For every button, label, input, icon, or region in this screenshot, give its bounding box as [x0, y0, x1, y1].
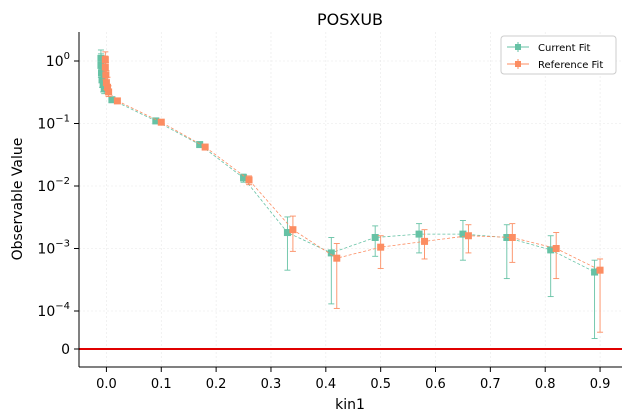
x-axis-label: kin1	[335, 397, 365, 413]
data-point	[591, 268, 599, 276]
y-axis-ticks: 100 10−1 10−2 10−3 10−4 0	[37, 51, 79, 358]
x-tick-label: 0.0	[96, 377, 117, 392]
data-point	[152, 117, 160, 125]
legend-item-current-fit: Current Fit	[507, 42, 591, 54]
data-point	[415, 230, 423, 238]
axes-spines	[78, 32, 622, 368]
data-point	[105, 88, 113, 96]
series-current-fit	[97, 49, 599, 339]
data-point	[289, 226, 297, 234]
data-point	[464, 232, 472, 240]
legend-item-reference-fit: Reference Fit	[507, 59, 603, 71]
series-layer	[97, 49, 604, 339]
x-tick-label: 0.3	[261, 377, 282, 392]
data-point	[547, 246, 555, 254]
y-axis-label: Observable Value	[10, 138, 26, 261]
y-tick-label: 0	[61, 342, 70, 358]
y-tick-label: 100	[46, 51, 70, 70]
data-point	[283, 229, 291, 237]
data-point	[333, 254, 341, 262]
data-point	[459, 230, 467, 238]
y-tick-label: 10−3	[37, 239, 70, 258]
x-tick-label: 0.9	[590, 377, 611, 392]
grid	[79, 32, 622, 367]
x-tick-label: 0.8	[535, 377, 556, 392]
data-point	[421, 237, 429, 245]
data-point	[240, 174, 248, 182]
data-point	[596, 266, 604, 274]
data-point	[113, 97, 121, 105]
y-tick-label: 10−2	[37, 176, 70, 195]
series-reference-fit	[101, 51, 604, 333]
legend-marker-current-fit	[515, 44, 521, 50]
series-line	[100, 58, 595, 273]
data-point	[97, 69, 105, 77]
x-tick-label: 0.5	[370, 377, 391, 392]
data-point	[245, 176, 253, 184]
chart-title: POSXUB	[317, 10, 383, 29]
data-point	[108, 96, 116, 104]
data-point	[196, 141, 204, 149]
data-point	[97, 61, 105, 69]
data-point	[102, 79, 110, 87]
data-point	[101, 63, 109, 71]
data-point	[98, 76, 106, 84]
x-tick-label: 0.1	[151, 377, 172, 392]
x-tick-label: 0.2	[206, 377, 227, 392]
legend-label-reference-fit: Reference Fit	[538, 60, 603, 71]
data-point	[102, 71, 110, 79]
series-line	[104, 59, 601, 271]
data-point	[377, 243, 385, 251]
x-tick-label: 0.4	[315, 377, 336, 392]
data-point	[552, 245, 560, 252]
data-point	[157, 118, 165, 126]
data-point	[104, 83, 112, 91]
y-tick-label: 10−1	[37, 114, 70, 133]
legend: Current Fit Reference Fit	[500, 35, 617, 75]
data-point	[508, 233, 516, 241]
data-point	[371, 233, 379, 241]
y-tick-label: 10−4	[37, 301, 70, 320]
data-point	[503, 233, 511, 241]
legend-frame	[500, 35, 617, 75]
x-axis-ticks: 0.0 0.1 0.2 0.3 0.4 0.5 0.6 0.7 0.8 0.9	[96, 367, 610, 392]
data-point	[327, 249, 335, 257]
x-tick-label: 0.7	[480, 377, 501, 392]
legend-label-current-fit: Current Fit	[538, 43, 591, 54]
legend-marker-reference-fit	[515, 61, 521, 67]
x-tick-label: 0.6	[425, 377, 446, 392]
data-point	[201, 143, 209, 151]
